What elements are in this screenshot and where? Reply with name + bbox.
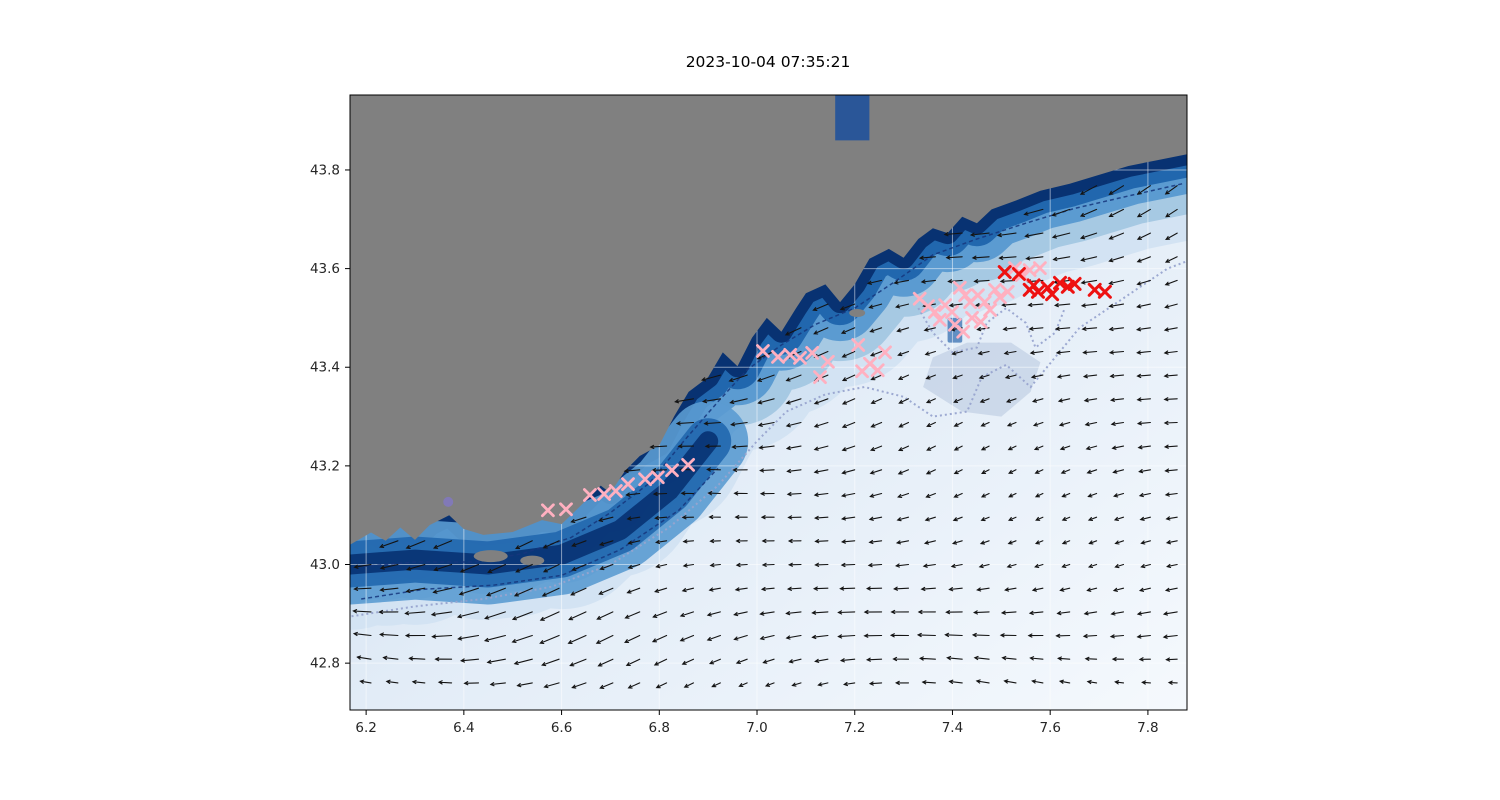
x-tick-label: 7.0 — [746, 720, 767, 736]
y-tick-label: 43.4 — [310, 360, 340, 376]
observation-markers — [443, 261, 1112, 518]
plot-title: 2023-10-04 07:35:21 — [686, 53, 851, 71]
y-tick-label: 43.8 — [310, 162, 340, 178]
y-tick-label: 43.2 — [310, 458, 340, 474]
axes-frame: 6.2 6.4 6.6 6.8 7.0 7.2 7.4 7.6 7.8 42.8 43.0 43.2 4… — [310, 94, 1188, 736]
x-tick-label: 7.4 — [942, 720, 963, 736]
x-tick-label: 6.2 — [355, 720, 376, 736]
x-tick-label: 6.6 — [551, 720, 572, 736]
x-tick-label: 6.8 — [649, 720, 670, 736]
land-layer — [350, 95, 1187, 566]
x-tick-label: 7.2 — [844, 720, 865, 736]
y-tick-label: 43.6 — [310, 261, 340, 277]
x-tick-label: 7.8 — [1137, 720, 1158, 736]
current-arrows-quiver — [352, 185, 1178, 689]
x-tick-label: 6.4 — [453, 720, 474, 736]
y-tick-label: 42.8 — [310, 656, 340, 672]
x-tick-label: 7.6 — [1039, 720, 1060, 736]
y-tick-label: 43.0 — [310, 557, 340, 573]
